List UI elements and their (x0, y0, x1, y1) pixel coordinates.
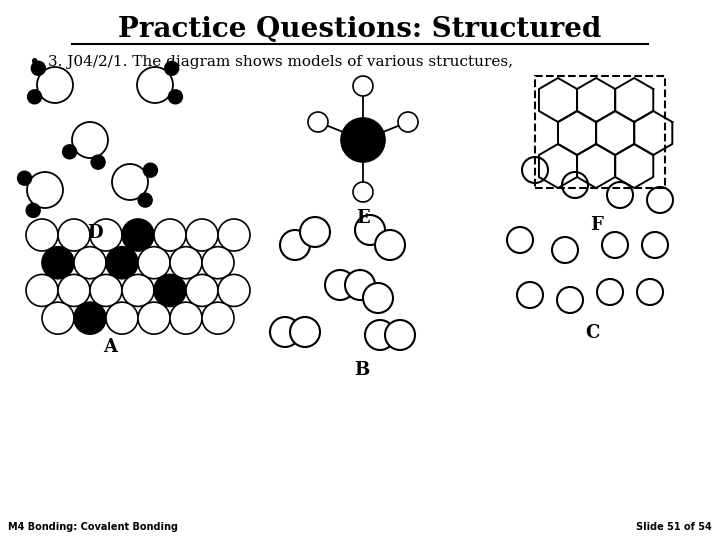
Circle shape (138, 193, 152, 207)
Circle shape (37, 67, 73, 103)
Circle shape (138, 302, 170, 334)
Circle shape (607, 182, 633, 208)
Circle shape (186, 274, 218, 306)
Text: A: A (103, 338, 117, 356)
Circle shape (170, 247, 202, 279)
Circle shape (365, 320, 395, 350)
Circle shape (557, 287, 583, 313)
Circle shape (74, 247, 106, 279)
Circle shape (642, 232, 668, 258)
Circle shape (168, 90, 182, 104)
Circle shape (308, 112, 328, 132)
Circle shape (202, 302, 234, 334)
Bar (535, 76, 665, 188)
Circle shape (90, 219, 122, 251)
Circle shape (341, 118, 385, 162)
Circle shape (202, 247, 234, 279)
Circle shape (27, 90, 42, 104)
Circle shape (345, 270, 375, 300)
Circle shape (602, 232, 628, 258)
Circle shape (363, 283, 393, 313)
Circle shape (355, 215, 385, 245)
Circle shape (218, 274, 250, 306)
Circle shape (91, 155, 105, 169)
Circle shape (72, 122, 108, 158)
Circle shape (26, 274, 58, 306)
Circle shape (186, 219, 218, 251)
Circle shape (58, 219, 90, 251)
Circle shape (138, 247, 170, 279)
Circle shape (552, 237, 578, 263)
Circle shape (154, 219, 186, 251)
Circle shape (637, 279, 663, 305)
Circle shape (385, 320, 415, 350)
Circle shape (597, 279, 623, 305)
Circle shape (74, 302, 106, 334)
Text: Practice Questions: Structured: Practice Questions: Structured (118, 17, 602, 44)
Circle shape (353, 76, 373, 96)
Circle shape (106, 247, 138, 279)
Circle shape (300, 217, 330, 247)
Circle shape (375, 230, 405, 260)
Circle shape (170, 302, 202, 334)
Text: E: E (356, 209, 370, 227)
Text: C: C (585, 324, 599, 342)
Circle shape (122, 219, 154, 251)
Circle shape (165, 62, 179, 75)
Circle shape (63, 145, 76, 159)
Circle shape (398, 112, 418, 132)
Circle shape (106, 302, 138, 334)
Text: •: • (28, 52, 40, 71)
Text: B: B (354, 361, 369, 379)
Circle shape (562, 172, 588, 198)
Circle shape (218, 219, 250, 251)
Circle shape (27, 172, 63, 208)
Circle shape (325, 270, 355, 300)
Circle shape (522, 157, 548, 183)
Circle shape (122, 274, 154, 306)
Circle shape (42, 302, 74, 334)
Circle shape (353, 182, 373, 202)
Text: Slide 51 of 54: Slide 51 of 54 (636, 522, 712, 532)
Circle shape (17, 171, 32, 185)
Circle shape (42, 247, 74, 279)
Text: D: D (87, 224, 103, 242)
Circle shape (280, 230, 310, 260)
Circle shape (507, 227, 533, 253)
Circle shape (31, 62, 45, 75)
Circle shape (647, 187, 673, 213)
Circle shape (58, 274, 90, 306)
Text: F: F (590, 216, 603, 234)
Text: M4 Bonding: Covalent Bonding: M4 Bonding: Covalent Bonding (8, 522, 178, 532)
Circle shape (143, 163, 158, 177)
Circle shape (517, 282, 543, 308)
Circle shape (137, 67, 173, 103)
Text: 3. J04/2/1. The diagram shows models of various structures,: 3. J04/2/1. The diagram shows models of … (48, 55, 513, 69)
Circle shape (112, 164, 148, 200)
Circle shape (154, 274, 186, 306)
Circle shape (26, 219, 58, 251)
Circle shape (90, 274, 122, 306)
Circle shape (290, 317, 320, 347)
Circle shape (270, 317, 300, 347)
Circle shape (26, 204, 40, 218)
